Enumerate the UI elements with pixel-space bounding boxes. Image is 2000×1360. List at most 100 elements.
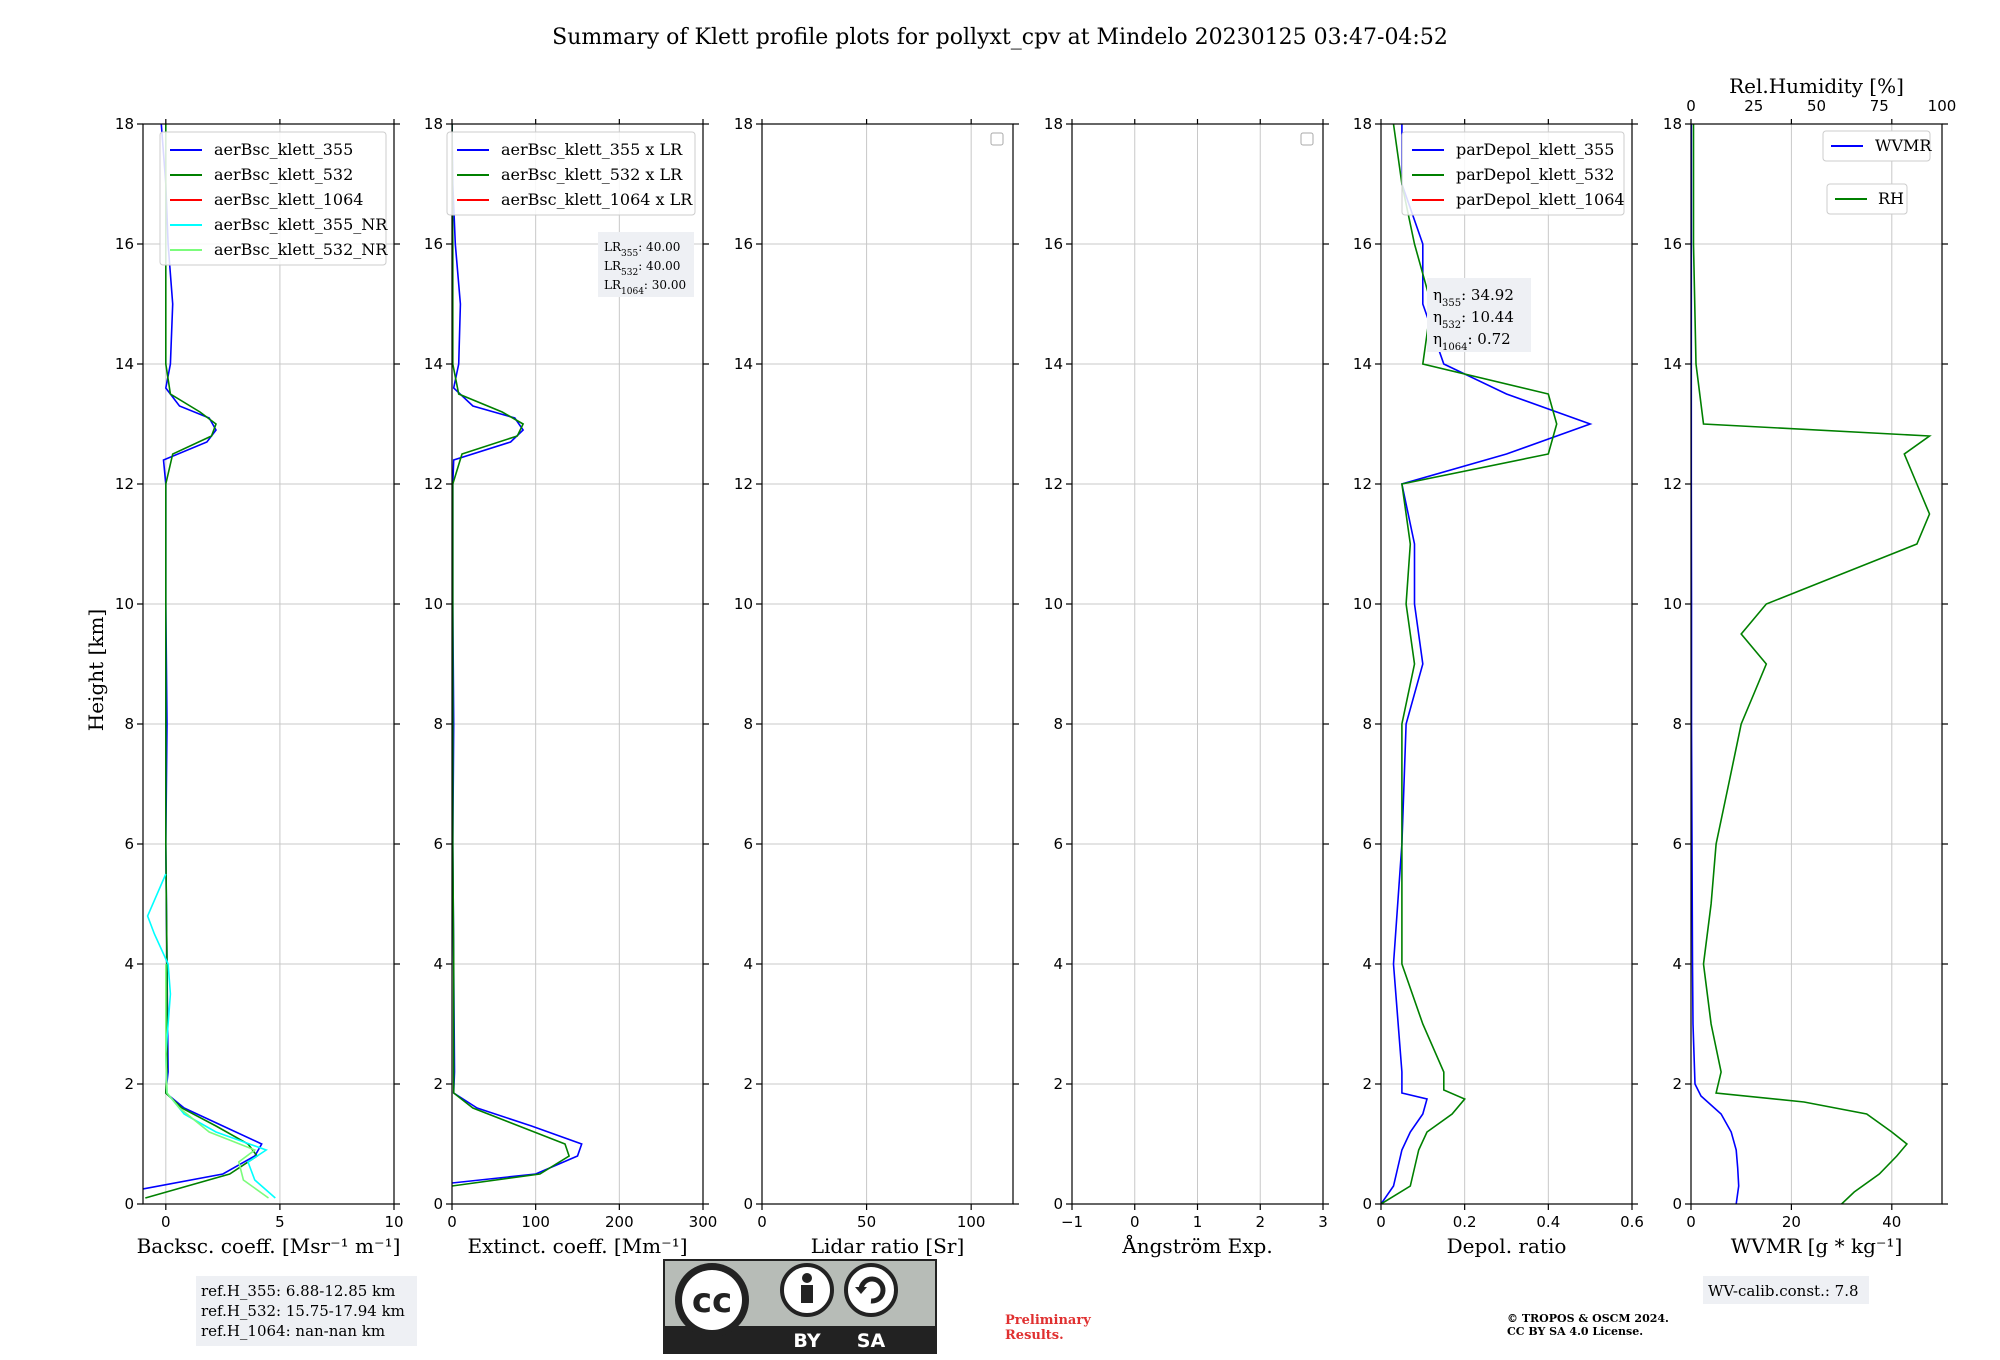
- y-tick-label: 8: [743, 715, 753, 733]
- top-x-tick-label: 50: [1807, 97, 1826, 115]
- y-tick-label: 4: [1672, 955, 1682, 973]
- series-line-aerBsc_klett_532 x LR: [452, 124, 571, 1187]
- y-tick-label: 10: [1663, 595, 1682, 613]
- series-group: [452, 124, 583, 1187]
- wv-calib-const: WV-calib.const.: 7.8: [1708, 1282, 1859, 1300]
- annotation-line: η1064: 0.72: [1433, 330, 1511, 353]
- y-tick-label: 8: [1362, 715, 1372, 733]
- legend-label: aerBsc_klett_532: [214, 165, 353, 184]
- x-tick-label: 0: [757, 1213, 767, 1231]
- y-tick-label: 10: [115, 595, 134, 613]
- annotation-background: [1427, 278, 1531, 352]
- x-axis-label-wvmr: WVMR [g * kg⁻¹]: [1731, 1234, 1903, 1258]
- annotation-line: η355: 34.92: [1433, 286, 1514, 309]
- y-tick-label: 18: [734, 115, 753, 133]
- y-tick-label: 4: [1053, 955, 1063, 973]
- y-tick-label: 16: [424, 235, 443, 253]
- y-tick-label: 0: [1672, 1195, 1682, 1213]
- y-tick-label: 2: [743, 1075, 753, 1093]
- x-tick-label: 3: [1318, 1213, 1328, 1231]
- legend-label: aerBsc_klett_1064 x LR: [501, 190, 693, 209]
- legend-label: parDepol_klett_532: [1456, 165, 1614, 184]
- x-tick-label: 10: [384, 1213, 403, 1231]
- y-tick-label: 0: [433, 1195, 443, 1213]
- legend-label: aerBsc_klett_532 x LR: [501, 165, 683, 184]
- legend-wvmr: WVMR: [1822, 130, 1932, 162]
- legend-backscatter: aerBsc_klett_355 aerBsc_klett_532 aerBsc_k…: [159, 131, 388, 266]
- x-tick-label: 200: [605, 1213, 634, 1231]
- series-line-aerBsc_klett_532: [145, 124, 259, 1199]
- legend-frame: [446, 131, 696, 216]
- x-axis-label-depol: Depol. ratio: [1447, 1234, 1567, 1258]
- y-tick-label: 16: [115, 235, 134, 253]
- top-x-tick-label: 100: [1928, 97, 1957, 115]
- x-tick-label: −1: [1061, 1213, 1083, 1231]
- y-tick-label: 6: [433, 835, 443, 853]
- x-tick-label: 20: [1782, 1213, 1801, 1231]
- y-tick-label: 12: [734, 475, 753, 493]
- ref-heights-background: [196, 1276, 417, 1346]
- series-line-parDepol_klett_355: [1381, 124, 1593, 1204]
- annotation-line: LR355: 40.00: [604, 240, 680, 259]
- x-tick-label: 0: [1130, 1213, 1140, 1231]
- y-tick-label: 6: [124, 835, 134, 853]
- sa-icon-arrowhead: [855, 1287, 867, 1294]
- x-tick-label: 0.2: [1453, 1213, 1477, 1231]
- annotation-line: η532: 10.44: [1433, 308, 1514, 331]
- sa-icon: [844, 1263, 898, 1317]
- copyright-line1: © TROPOS & OSCM 2024.: [1507, 1312, 1669, 1325]
- y-tick-label: 18: [424, 115, 443, 133]
- y-tick-label: 14: [424, 355, 443, 373]
- legend-frame: [1822, 130, 1931, 162]
- series-line-aerBsc_klett_355 x LR: [452, 124, 583, 1184]
- legend-label-wvmr: WVMR: [1875, 136, 1932, 155]
- license-by-label: BY: [793, 1330, 820, 1352]
- x-tick-label: 100: [957, 1213, 986, 1231]
- panel-depol: 0 2 4 6 8 10 12 14 16 18 0 0.2 0.4 0.6 Depol. ratio par…: [1353, 115, 1644, 1258]
- y-tick-label: 16: [1353, 235, 1372, 253]
- x-tick-label: 0.6: [1620, 1213, 1644, 1231]
- y-tick-label: 4: [124, 955, 134, 973]
- by-icon-head: [802, 1273, 812, 1283]
- preliminary-label-line2: Results.: [1005, 1328, 1064, 1343]
- series-group: [1381, 124, 1593, 1204]
- y-tick-label: 0: [124, 1195, 134, 1213]
- y-tick-label: 12: [1663, 475, 1682, 493]
- cc-circle-inner: [682, 1270, 742, 1330]
- legend-label: aerBsc_klett_355 x LR: [501, 140, 683, 159]
- cc-license-badge: cc BY SA: [663, 1259, 937, 1354]
- y-tick-label: 2: [1362, 1075, 1372, 1093]
- legend-frame: [159, 131, 387, 266]
- y-tick-label: 14: [1353, 355, 1372, 373]
- legend-label: aerBsc_klett_355: [214, 140, 353, 159]
- x-tick-label: 2: [1255, 1213, 1265, 1231]
- top-x-axis-label: Rel.Humidity [%]: [1729, 74, 1904, 98]
- y-tick-label: 12: [1353, 475, 1372, 493]
- y-tick-label: 16: [1663, 235, 1682, 253]
- y-tick-label: 14: [1663, 355, 1682, 373]
- y-tick-label: 10: [424, 595, 443, 613]
- x-tick-label: 300: [689, 1213, 718, 1231]
- x-tick-label: 0.4: [1536, 1213, 1560, 1231]
- x-tick-label: 0: [447, 1213, 457, 1231]
- y-tick-label: 10: [1044, 595, 1063, 613]
- series-line-aerBsc_klett_532_NR: [165, 964, 269, 1199]
- x-axis-label-angstrom: Ångström Exp.: [1121, 1233, 1272, 1258]
- y-tick-label: 14: [115, 355, 134, 373]
- y-tick-label: 2: [124, 1075, 134, 1093]
- wv-calib-box: WV-calib.const.: 7.8: [1703, 1276, 1869, 1304]
- annotation-line: LR1064: 30.00: [604, 278, 686, 297]
- x-tick-label: 5: [275, 1213, 285, 1231]
- y-tick-label: 4: [1362, 955, 1372, 973]
- license-sa-label: SA: [857, 1330, 886, 1352]
- x-tick-label: 1: [1193, 1213, 1203, 1231]
- y-tick-label: 18: [1353, 115, 1372, 133]
- empty-legend: [1300, 132, 1314, 146]
- y-tick-label: 6: [1362, 835, 1372, 853]
- preliminary-label-line1: Preliminary: [1005, 1313, 1091, 1328]
- y-tick-label: 2: [1672, 1075, 1682, 1093]
